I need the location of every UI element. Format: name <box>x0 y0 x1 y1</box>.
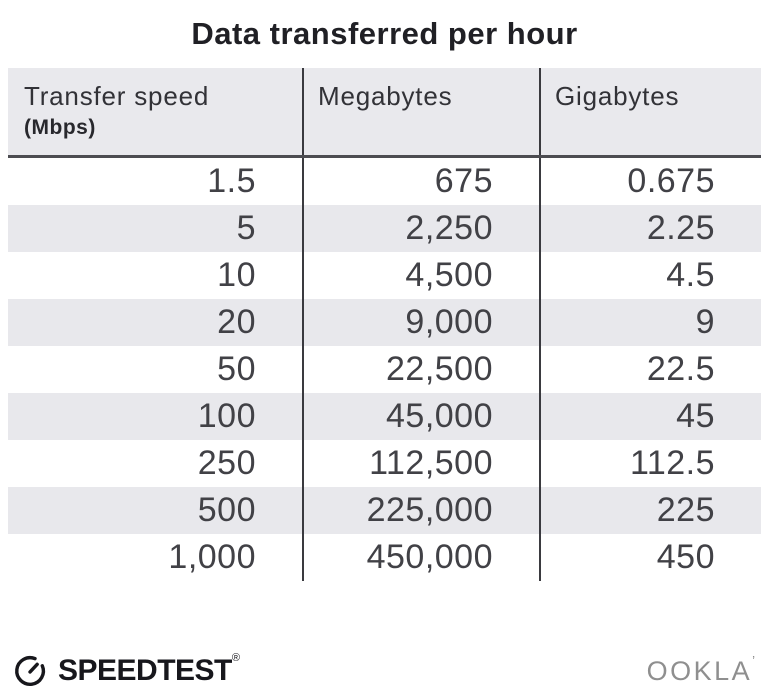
table-cell: 9,000 <box>302 299 539 346</box>
table-row: 1.5 675 0.675 <box>8 158 761 205</box>
table-cell: 675 <box>302 158 539 205</box>
table-row: 250 112,500 112.5 <box>8 440 761 487</box>
table-header-row: Transfer speed (Mbps) Megabytes Gigabyte… <box>8 68 761 158</box>
header-megabytes-label: Megabytes <box>318 81 453 111</box>
table-cell: 2,250 <box>302 205 539 252</box>
table-cell: 2.25 <box>539 205 761 252</box>
table-cell: 9 <box>539 299 761 346</box>
header-gigabytes: Gigabytes <box>539 68 761 155</box>
registered-trademark-mark: ® <box>231 652 240 664</box>
table-cell: 225 <box>539 487 761 534</box>
table-body: 1.5 675 0.675 5 2,250 2.25 10 4,500 4.5 … <box>8 158 761 581</box>
header-transfer-speed: Transfer speed (Mbps) <box>8 68 302 155</box>
table-cell: 50 <box>217 350 256 388</box>
table-cell: 112.5 <box>539 440 761 487</box>
speedtest-logo: SPEEDTEST® <box>12 652 240 690</box>
table-cell: 22,500 <box>302 346 539 393</box>
header-gigabytes-label: Gigabytes <box>555 81 680 111</box>
footer: SPEEDTEST® OOKLA’ <box>12 648 755 694</box>
table-cell: 100 <box>197 397 256 435</box>
table-cell: 4,500 <box>302 252 539 299</box>
table-row: 5 2,250 2.25 <box>8 205 761 252</box>
data-table: Transfer speed (Mbps) Megabytes Gigabyte… <box>8 68 761 581</box>
page-title: Data transferred per hour <box>191 16 578 51</box>
header-transfer-speed-label: Transfer speed <box>24 81 210 111</box>
table-row: 500 225,000 225 <box>8 487 761 534</box>
table-cell: 1,000 <box>168 538 256 576</box>
table-row: 100 45,000 45 <box>8 393 761 440</box>
table-row: 50 22,500 22.5 <box>8 346 761 393</box>
speedtest-wordmark: SPEEDTEST® <box>58 652 240 688</box>
header-megabytes: Megabytes <box>302 68 539 155</box>
header-mbps-sublabel: (Mbps) <box>24 115 96 139</box>
table-cell: 22.5 <box>539 346 761 393</box>
speedtest-gauge-icon <box>15 656 46 687</box>
table-cell: 4.5 <box>539 252 761 299</box>
table-cell: 450 <box>539 534 761 581</box>
ookla-trademark-mark: ’ <box>752 652 755 668</box>
table-cell: 225,000 <box>302 487 539 534</box>
table-row: 20 9,000 9 <box>8 299 761 346</box>
table-cell: 450,000 <box>302 534 539 581</box>
table-cell: 20 <box>217 303 256 341</box>
table-row: 10 4,500 4.5 <box>8 252 761 299</box>
table-cell: 10 <box>217 256 256 294</box>
table-cell: 1.5 <box>207 162 256 200</box>
table-cell: 45 <box>539 393 761 440</box>
table-cell: 5 <box>236 209 256 247</box>
table-row: 1,000 450,000 450 <box>8 534 761 581</box>
table-cell: 250 <box>197 444 256 482</box>
speedtest-label: SPEEDTEST <box>58 654 232 687</box>
table-cell: 500 <box>197 491 256 529</box>
ookla-logo: OOKLA’ <box>646 652 755 687</box>
table-cell: 112,500 <box>302 440 539 487</box>
ookla-label: OOKLA <box>646 655 753 686</box>
table-cell: 45,000 <box>302 393 539 440</box>
table-cell: 0.675 <box>539 158 761 205</box>
